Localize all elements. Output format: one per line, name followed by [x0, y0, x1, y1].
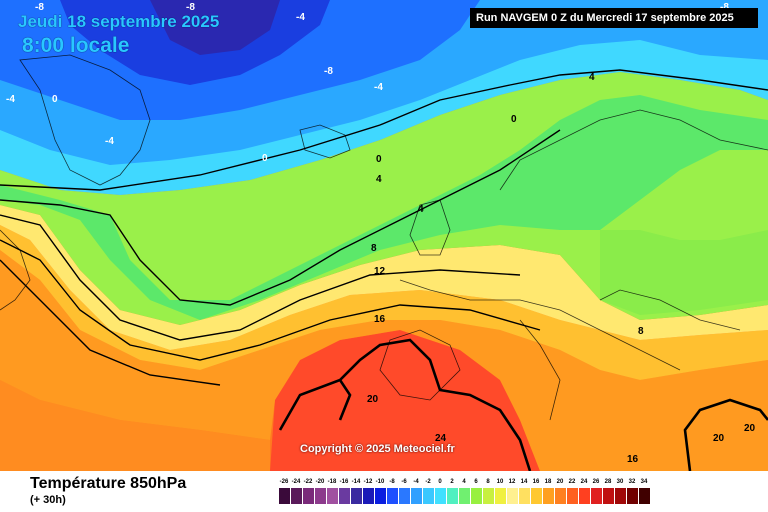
legend-swatch — [542, 488, 554, 504]
isotherm-label: -4 — [105, 136, 114, 147]
isotherm-label: -8 — [35, 2, 44, 13]
legend-tick: -22 — [303, 479, 313, 485]
legend-tick: 8 — [486, 479, 490, 485]
legend-tick: 28 — [604, 479, 612, 485]
legend-title: Température 850hPa — [30, 475, 187, 492]
legend-tick: -6 — [401, 479, 407, 485]
legend-tick: 30 — [616, 479, 624, 485]
legend-tick: 6 — [474, 479, 478, 485]
legend-swatch — [326, 488, 338, 504]
legend-tick: 2 — [450, 479, 454, 485]
legend-tick: -8 — [389, 479, 395, 485]
isotherm-label: 8 — [638, 326, 644, 337]
legend-swatch — [278, 488, 290, 504]
legend-tick: -10 — [375, 479, 385, 485]
legend-swatch — [590, 488, 602, 504]
isotherm-label: 16 — [374, 314, 386, 325]
legend-swatch — [314, 488, 326, 504]
legend-tick: 22 — [568, 479, 576, 485]
isotherm-label: -8 — [720, 2, 729, 13]
temperature-map: -8 -8 -8 -4 -4 0 -4 -8 0 -4 0 4 0 4 8 12… — [0, 0, 768, 471]
legend-swatch — [398, 488, 410, 504]
legend-tick: 14 — [520, 479, 528, 485]
isotherm-label: 0 — [376, 154, 382, 165]
forecast-time: 8:00 locale — [22, 34, 130, 57]
legend-swatch — [578, 488, 590, 504]
legend-tick: 16 — [532, 479, 540, 485]
legend-tick: -12 — [363, 479, 373, 485]
legend-tick: 18 — [544, 479, 552, 485]
legend-tick: -20 — [315, 479, 325, 485]
legend-swatch — [638, 488, 650, 504]
legend-swatch — [566, 488, 578, 504]
isotherm-label: -8 — [324, 66, 333, 77]
isotherm-label: -4 — [6, 94, 15, 105]
legend-swatch — [302, 488, 314, 504]
legend-tick: 0 — [438, 479, 442, 485]
legend-tick: -4 — [413, 479, 419, 485]
model-run-label: Run NAVGEM 0 Z du Mercredi 17 septembre … — [470, 8, 758, 28]
legend-swatch — [554, 488, 566, 504]
isotherm-label: 4 — [418, 204, 424, 215]
legend-tick: -2 — [425, 479, 431, 485]
legend-tick: -16 — [339, 479, 349, 485]
legend-swatch — [446, 488, 458, 504]
legend-scale-ticks: -26 -24 -22 -20 -18 -16 -14 -12 -10 -8 -6 -4 -2 0 2 4 6 8… — [278, 479, 650, 485]
legend-swatch — [602, 488, 614, 504]
legend-bar: Température 850hPa (+ 30h) -26 -24 -22 -20-… — [0, 471, 768, 512]
legend-tick: -26 — [279, 479, 289, 485]
isotherm-label: 20 — [713, 433, 725, 444]
legend-swatch — [506, 488, 518, 504]
legend-swatch — [530, 488, 542, 504]
isotherm-label: 4 — [589, 72, 595, 83]
isotherm-label: 20 — [367, 394, 379, 405]
legend-swatch — [386, 488, 398, 504]
legend-swatch — [494, 488, 506, 504]
forecast-date: Jeudi 18 septembre 2025 — [18, 12, 220, 31]
legend-color-scale — [278, 488, 650, 504]
legend-swatch — [458, 488, 470, 504]
isotherm-label: 16 — [627, 454, 639, 465]
legend-tick: -18 — [327, 479, 337, 485]
legend-swatch — [482, 488, 494, 504]
legend-swatch — [518, 488, 530, 504]
legend-subtitle: (+ 30h) — [30, 494, 66, 506]
isotherm-label: -4 — [296, 12, 305, 23]
legend-swatch — [422, 488, 434, 504]
legend-swatch — [614, 488, 626, 504]
legend-tick: 24 — [580, 479, 588, 485]
legend-swatch — [626, 488, 638, 504]
isotherm-label: -8 — [186, 2, 195, 13]
legend-tick: -24 — [291, 479, 301, 485]
legend-tick: 10 — [496, 479, 504, 485]
legend-tick: -14 — [351, 479, 361, 485]
isotherm-label: 8 — [371, 243, 377, 254]
isotherm-label: 4 — [376, 174, 382, 185]
legend-swatch — [374, 488, 386, 504]
legend-swatch — [350, 488, 362, 504]
legend-tick: 20 — [556, 479, 564, 485]
isotherm-label: 24 — [435, 433, 447, 444]
isotherm-label: 0 — [511, 114, 517, 125]
copyright-notice: Copyright © 2025 Meteociel.fr — [300, 443, 455, 455]
isotherm-label: 20 — [744, 423, 756, 434]
legend-swatch — [410, 488, 422, 504]
legend-tick: 4 — [462, 479, 466, 485]
legend-tick: 12 — [508, 479, 516, 485]
isotherm-label: 0 — [262, 153, 268, 164]
isotherm-label: -4 — [374, 82, 383, 93]
legend-tick: 26 — [592, 479, 600, 485]
map-canvas — [0, 0, 768, 471]
isotherm-label: 0 — [52, 94, 58, 105]
legend-swatch — [290, 488, 302, 504]
legend-tick: 32 — [628, 479, 636, 485]
legend-tick: 34 — [640, 479, 648, 485]
legend-swatch — [338, 488, 350, 504]
legend-swatch — [362, 488, 374, 504]
isotherm-label: 12 — [374, 266, 386, 277]
legend-swatch — [470, 488, 482, 504]
legend-swatch — [434, 488, 446, 504]
